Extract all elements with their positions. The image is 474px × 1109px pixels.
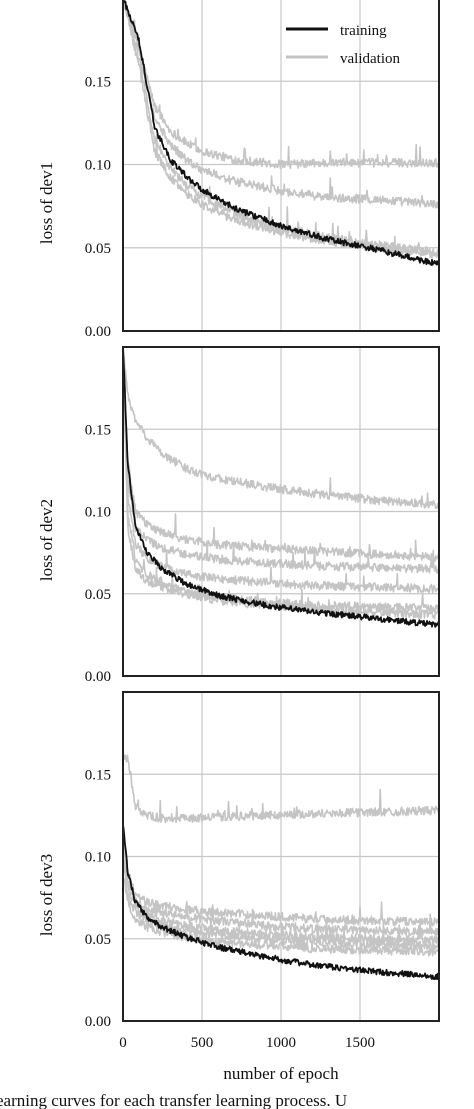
training-curve <box>123 825 439 981</box>
y-tick-label: 0.15 <box>85 767 111 783</box>
validation-curve <box>123 857 439 951</box>
y-tick-label: 0.10 <box>85 158 111 174</box>
y-tick-label: 0.00 <box>85 1014 111 1030</box>
validation-curve <box>123 821 439 927</box>
validation-curve <box>123 347 439 574</box>
y-axis-label-dev1: loss of dev1 <box>37 162 56 244</box>
plot-frame-dev3 <box>122 691 440 1022</box>
x-tick-label: 0 <box>119 1035 127 1051</box>
grid-dev3 <box>123 692 439 1021</box>
y-tick-label: 0.05 <box>85 587 111 603</box>
figure-caption: earning curves for each transfer learnin… <box>0 1091 347 1109</box>
y-tick-label: 0.00 <box>85 669 111 685</box>
series-dev1 <box>123 0 439 266</box>
panel-dev3: 0.00 0.05 0.10 0.15 0 500 1000 1500 loss of de… <box>37 691 440 1083</box>
x-ticks-dev3: 0 500 1000 1500 <box>119 1035 375 1051</box>
series-dev2 <box>123 347 439 628</box>
y-tick-label: 0.05 <box>85 932 111 948</box>
series-dev3 <box>123 753 439 981</box>
validation-curve <box>123 347 439 510</box>
y-tick-label: 0.05 <box>85 241 111 257</box>
validation-curve <box>123 753 439 824</box>
y-tick-label: 0.00 <box>85 324 111 340</box>
legend-label-validation: validation <box>340 51 400 67</box>
validation-curve <box>123 347 439 562</box>
y-ticks-dev3: 0.00 0.05 0.10 0.15 <box>85 767 111 1030</box>
training-curve <box>123 0 439 266</box>
y-tick-label: 0.10 <box>85 850 111 866</box>
x-tick-label: 1500 <box>345 1035 375 1051</box>
y-ticks-dev2: 0.00 0.05 0.10 0.15 <box>85 422 111 685</box>
y-axis-label-dev2: loss of dev2 <box>37 499 56 581</box>
validation-curve <box>123 0 439 259</box>
plot-frame-dev1 <box>122 0 440 332</box>
y-tick-label: 0.15 <box>85 74 111 90</box>
panel-dev2: 0.00 0.05 0.10 0.15 loss of dev2 <box>37 346 440 685</box>
validation-curve <box>123 347 439 620</box>
x-axis-label: number of epoch <box>223 1064 339 1083</box>
grid-dev2 <box>123 347 439 676</box>
x-tick-label: 500 <box>191 1035 214 1051</box>
y-tick-label: 0.15 <box>85 422 111 438</box>
plot-frame-dev2 <box>122 346 440 677</box>
y-ticks-dev1: 0.00 0.05 0.10 0.15 <box>85 74 111 340</box>
x-tick-label: 1000 <box>266 1035 296 1051</box>
y-axis-label-dev3: loss of dev3 <box>37 854 56 936</box>
panel-dev1: 0.00 0.05 0.10 0.15 loss of dev1 training v… <box>37 0 440 340</box>
validation-curve <box>123 0 439 209</box>
validation-curve <box>123 0 439 170</box>
y-tick-label: 0.10 <box>85 505 111 521</box>
training-curve <box>123 347 439 628</box>
validation-curve <box>123 842 439 937</box>
validation-curve <box>123 347 439 594</box>
legend: training validation <box>286 23 400 67</box>
legend-label-training: training <box>340 23 387 39</box>
